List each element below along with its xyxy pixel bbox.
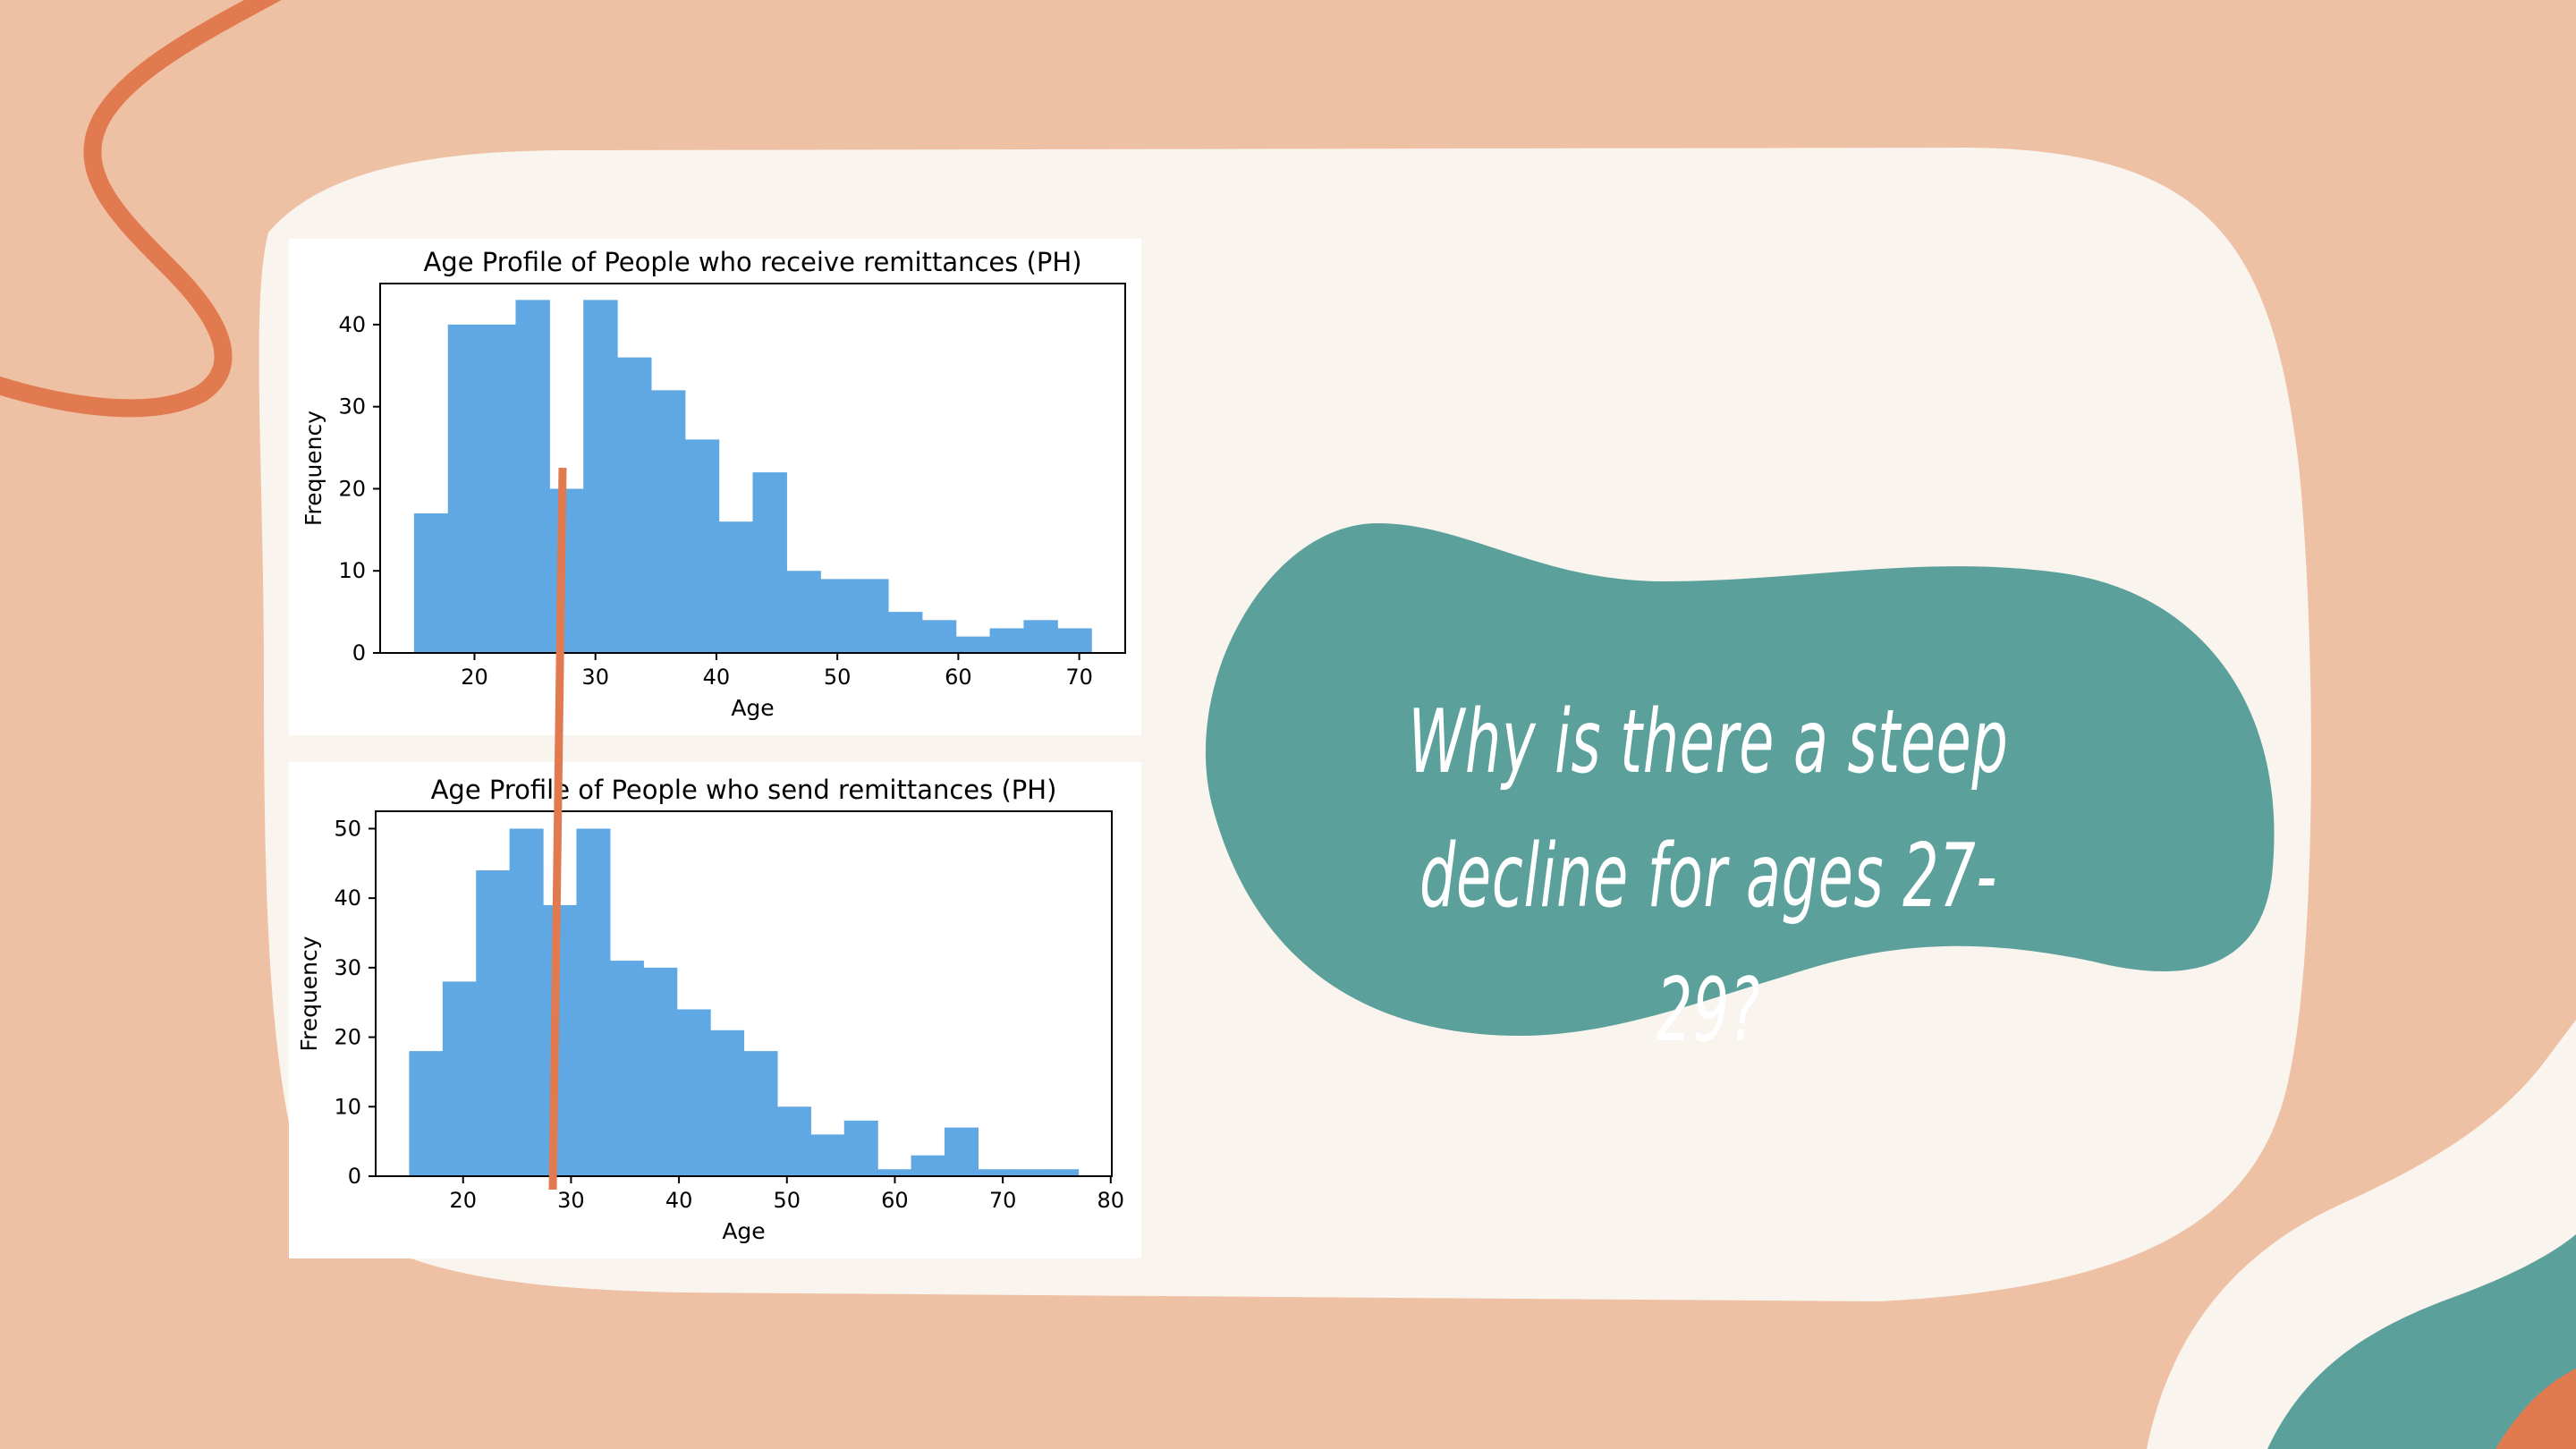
- histogram-bar: [810, 1134, 845, 1176]
- histogram-bar: [609, 961, 644, 1176]
- y-tick-label: 0: [348, 1164, 361, 1189]
- y-tick-label: 20: [334, 1025, 361, 1050]
- x-tick-label: 30: [557, 1188, 585, 1213]
- histogram-bar: [877, 1169, 912, 1176]
- histogram-bar: [643, 967, 678, 1176]
- y-tick-label: 10: [334, 1094, 361, 1119]
- x-tick-label: 40: [703, 665, 731, 690]
- x-tick-label: 30: [581, 665, 609, 690]
- x-tick-label: 70: [989, 1188, 1017, 1213]
- histogram-bar: [447, 324, 483, 653]
- plot-frame: [379, 283, 1126, 654]
- teal-wave: [2267, 1234, 2576, 1449]
- plot-frame: [375, 810, 1113, 1177]
- histogram-bar: [989, 628, 1025, 653]
- histogram-bar: [476, 870, 511, 1176]
- histogram-bar: [786, 571, 821, 653]
- orange-squiggle: [0, 0, 282, 418]
- histogram-bar: [481, 324, 517, 653]
- x-tick-label: 20: [449, 1188, 477, 1213]
- histogram-bar: [718, 521, 754, 653]
- y-tick-label: 30: [334, 955, 361, 980]
- histogram-bar: [752, 472, 787, 653]
- x-tick-label: 50: [773, 1188, 801, 1213]
- x-tick-label: 40: [665, 1188, 693, 1213]
- send-histogram: 20 30 40 50 60 70 80 0 10 20 30 40 50 Age Profile of …: [296, 775, 1125, 1244]
- histogram-bar: [676, 1009, 711, 1176]
- chart-title: Age Profile of People who send remittanc…: [431, 775, 1057, 805]
- orange-wave: [2496, 1368, 2576, 1449]
- histogram-bar: [955, 636, 991, 653]
- histogram-bar: [921, 620, 957, 653]
- histogram-bar: [583, 300, 618, 653]
- histogram-bar: [1057, 628, 1092, 653]
- histogram-bar: [820, 579, 855, 653]
- y-tick-label: 0: [352, 640, 366, 665]
- histogram-bar: [1045, 1169, 1080, 1176]
- histogram-bar: [684, 439, 720, 653]
- histogram-bar: [409, 1051, 444, 1176]
- y-tick-label: 50: [334, 816, 361, 841]
- question-text: Why is there a steep decline for ages 27…: [1408, 691, 2009, 1062]
- teal-blob: [1205, 523, 2275, 1036]
- histogram-bar: [710, 1030, 745, 1176]
- y-tick-label: 30: [338, 394, 366, 419]
- histogram-bar: [576, 828, 611, 1176]
- histogram-bar: [515, 300, 550, 653]
- histogram-bar: [843, 1120, 878, 1176]
- y-axis-label: Frequency: [301, 411, 326, 526]
- y-tick-label: 40: [334, 886, 361, 911]
- histogram-bar: [978, 1169, 1013, 1176]
- x-tick-label: 60: [881, 1188, 909, 1213]
- receive-histogram-panel: 20 30 40 50 60 70 0 10 20 30 40 Age Profile of Peop…: [289, 239, 1141, 735]
- histogram-bar: [442, 981, 477, 1176]
- histogram-bar: [1011, 1169, 1046, 1176]
- y-axis-label: Frequency: [296, 936, 322, 1051]
- histogram-bar: [509, 828, 544, 1176]
- histogram-bar: [617, 357, 652, 653]
- histogram-bar: [549, 488, 584, 653]
- x-tick-label: 70: [1065, 665, 1093, 690]
- histogram-bar: [887, 612, 923, 653]
- histogram-bar: [911, 1155, 945, 1176]
- chart-title: Age Profile of People who receive remitt…: [423, 247, 1081, 277]
- histogram-bar: [543, 904, 578, 1176]
- x-tick-label: 20: [461, 665, 488, 690]
- y-tick-label: 40: [338, 312, 366, 337]
- histogram-bar: [944, 1127, 979, 1176]
- histogram-bar: [854, 579, 889, 653]
- y-tick-label: 20: [338, 476, 366, 501]
- histogram-bar: [650, 390, 686, 653]
- histogram-bar: [413, 513, 449, 653]
- histogram-bar: [743, 1051, 778, 1176]
- receive-histogram: 20 30 40 50 60 70 0 10 20 30 40 Age Profile of Peop…: [301, 247, 1126, 721]
- histogram-bar: [1023, 620, 1058, 653]
- x-axis-label: Age: [722, 1218, 765, 1244]
- send-histogram-panel: 20 30 40 50 60 70 80 0 10 20 30 40 50 Age Profile of …: [289, 762, 1141, 1258]
- x-axis-label: Age: [731, 695, 774, 721]
- x-tick-label: 50: [824, 665, 852, 690]
- x-tick-label: 80: [1097, 1188, 1125, 1213]
- y-tick-label: 10: [338, 558, 366, 583]
- histogram-bar: [776, 1106, 811, 1176]
- x-tick-label: 60: [945, 665, 972, 690]
